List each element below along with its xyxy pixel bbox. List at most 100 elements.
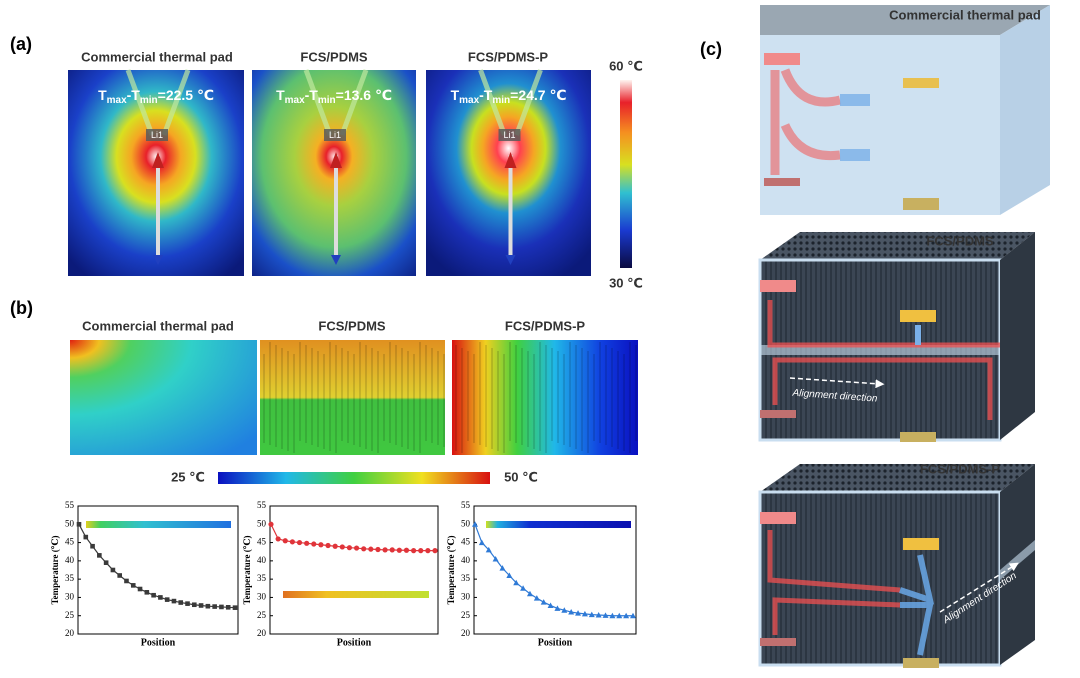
data-point (151, 592, 156, 598)
data-point (144, 590, 150, 595)
data-point (325, 542, 331, 549)
y-tick-label: 20 (65, 628, 75, 638)
color-strip (283, 591, 429, 598)
data-point (568, 609, 575, 615)
data-point (506, 572, 513, 578)
data-point (171, 598, 177, 604)
panel-c: Commercial thermal pad Alignment directi… (758, 5, 1050, 668)
delta-part: T (451, 87, 460, 103)
delta-part: min (318, 95, 336, 106)
delta-value: 22.5 ℃ (166, 87, 214, 103)
delta-part: = (510, 87, 518, 103)
data-point (581, 610, 588, 617)
data-point (533, 595, 540, 601)
data-point (609, 612, 616, 619)
data-point (83, 534, 89, 540)
data-point (192, 602, 197, 608)
y-tick-label: 50 (65, 518, 75, 528)
probe-label: Li1 (503, 130, 515, 140)
y-tick-label: 25 (257, 610, 267, 620)
image-title: FCS/PDMS-P (468, 49, 549, 64)
delta-part: -T (305, 87, 319, 103)
x-axis-label: Position (538, 637, 573, 648)
probe-head (504, 152, 517, 168)
data-point (547, 602, 554, 608)
data-point (418, 548, 424, 554)
data-point (124, 578, 129, 584)
data-point (361, 546, 367, 552)
delta-part: = (336, 87, 344, 103)
y-tick-label: 40 (257, 555, 267, 565)
y-tick-label: 30 (65, 591, 75, 601)
data-point (616, 612, 623, 619)
probe-tail (505, 255, 516, 265)
y-axis-label: Temperature (℃) (446, 535, 456, 604)
delta-part: T (98, 87, 107, 103)
heatmap (452, 340, 638, 455)
delta-label: Tmax-Tmin=13.6 ℃ (276, 87, 392, 106)
y-tick-label: 20 (461, 628, 471, 638)
data-point (353, 545, 360, 551)
y-tick-label: 45 (257, 537, 267, 547)
probe-label: Li1 (329, 130, 341, 140)
data-point (296, 539, 303, 546)
panel-b: Commercial thermal pad FCS/PDMS FCS/PDMS… (50, 318, 638, 648)
data-point (332, 543, 338, 549)
data-point (117, 573, 122, 578)
data-point (164, 597, 170, 602)
plot-frame (269, 505, 439, 635)
sim-title: Commercial thermal pad (82, 318, 234, 333)
cube-title: Commercial thermal pad (889, 7, 1041, 22)
data-point (137, 586, 143, 592)
data-point (602, 612, 609, 618)
data-point (97, 553, 102, 558)
sim-title: FCS/PDMS-P (505, 318, 586, 333)
y-tick-label: 25 (461, 610, 471, 620)
y-tick-label: 55 (461, 500, 471, 510)
probe-wire (125, 69, 191, 136)
y-tick-label: 45 (461, 537, 471, 547)
probe-tag (498, 129, 521, 141)
data-point (232, 605, 238, 610)
color-strip (486, 521, 631, 528)
data-point (185, 601, 190, 606)
data-point (225, 605, 231, 610)
panel-label: (c) (700, 39, 722, 59)
y-tick-label: 45 (65, 537, 75, 547)
data-point (76, 521, 82, 527)
delta-part: max (459, 95, 479, 106)
probe-label: Li1 (151, 130, 163, 140)
y-tick-label: 55 (65, 500, 75, 510)
probe-tag (324, 129, 346, 141)
data-point (318, 542, 324, 548)
data-point (289, 539, 295, 545)
data-point (588, 611, 595, 618)
delta-part: -T (127, 87, 141, 103)
plot-frame (77, 505, 239, 635)
series-line (78, 524, 236, 609)
heatmap (70, 340, 257, 455)
data-point (268, 521, 274, 527)
data-point (520, 585, 527, 591)
data-point (472, 521, 478, 527)
data-point (485, 546, 492, 553)
delta-value: 24.7 ℃ (518, 87, 566, 103)
data-point (396, 547, 402, 553)
probe-wire (478, 69, 543, 136)
data-point (103, 560, 109, 565)
data-point (375, 546, 381, 553)
delta-value: 13.6 ℃ (344, 87, 392, 103)
data-point (554, 605, 561, 611)
y-tick-label: 40 (461, 555, 471, 565)
color-strip (86, 521, 231, 528)
delta-label: Tmax-Tmin=24.7 ℃ (451, 87, 567, 106)
panel-a: Commercial thermal pad FCS/PDMS FCS/PDMS… (68, 49, 643, 290)
y-axis-label: Temperature (℃) (242, 535, 252, 604)
data-point (158, 595, 163, 600)
heatmap (260, 340, 445, 455)
data-point (198, 603, 204, 608)
data-point (90, 543, 95, 549)
data-point (478, 539, 485, 546)
y-axis-label: Temperature (℃) (50, 535, 60, 604)
